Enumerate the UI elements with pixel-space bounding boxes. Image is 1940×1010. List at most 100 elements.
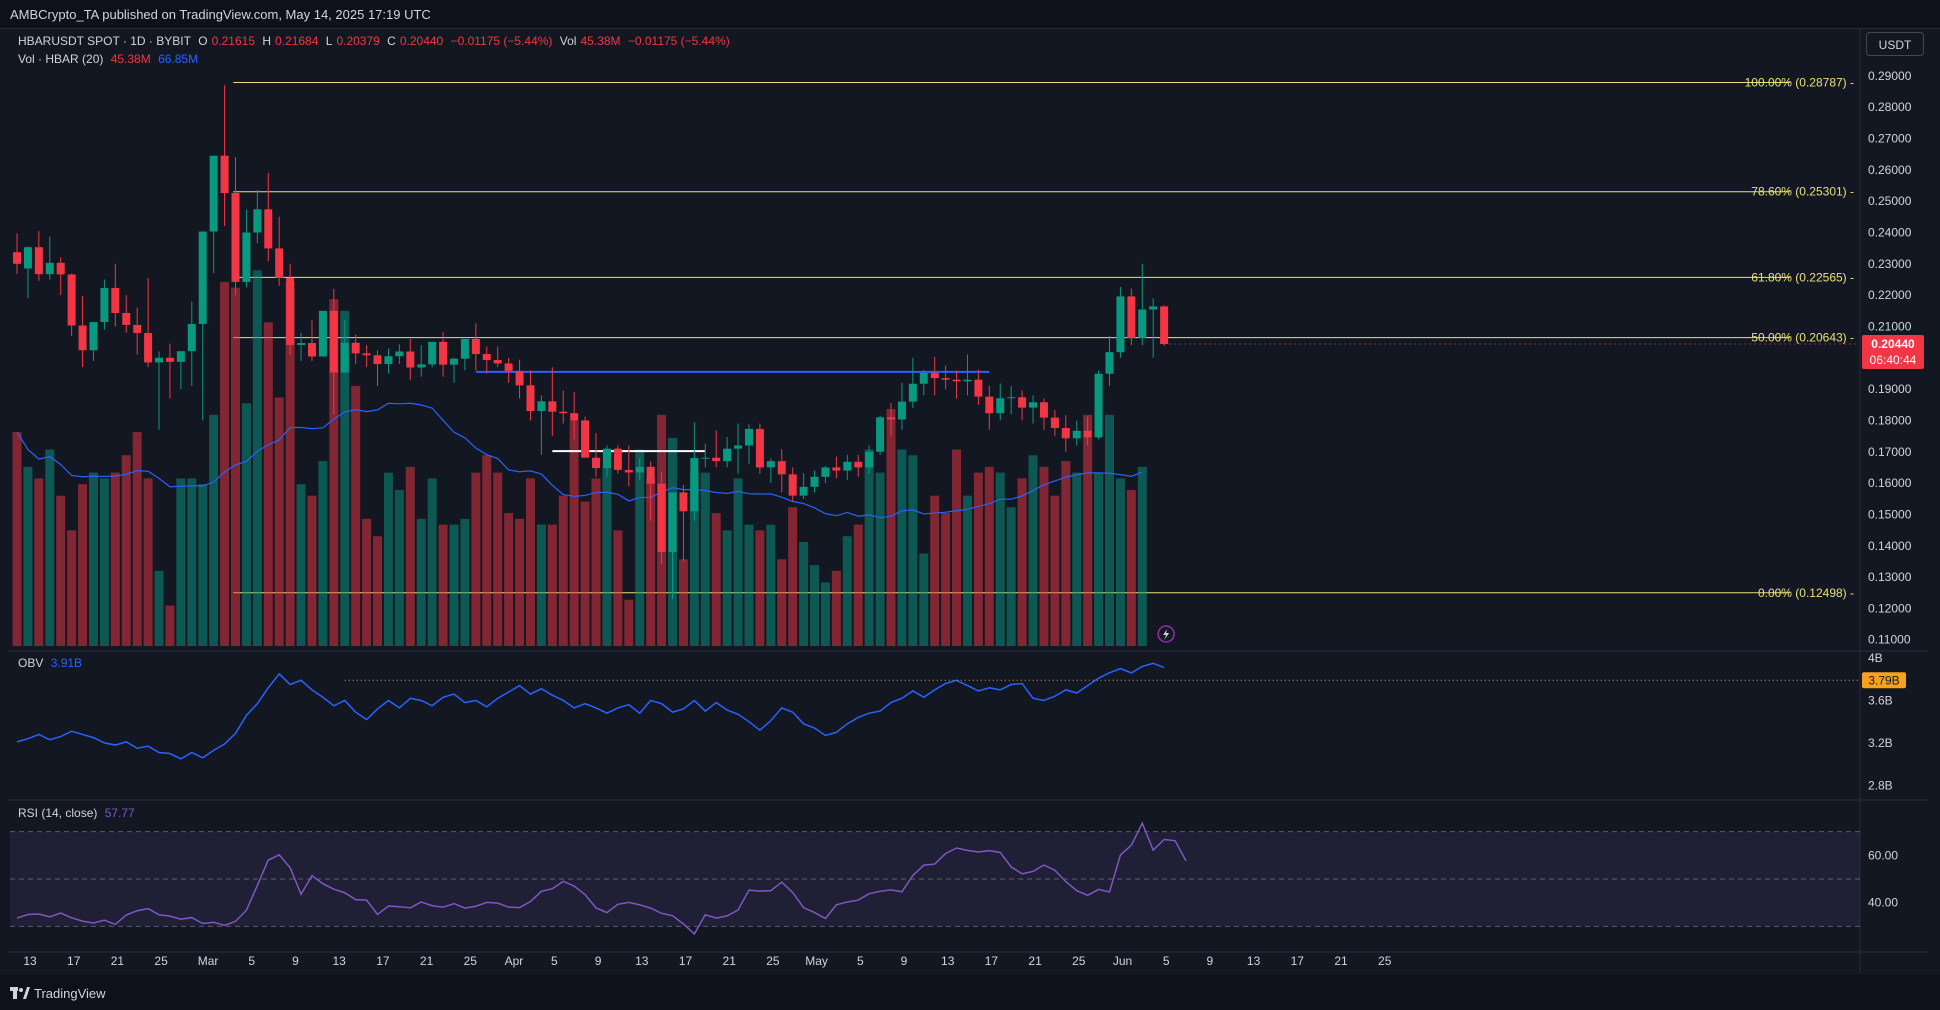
volume-bar [252,270,262,646]
price-tick-label: 0.14000 [1868,539,1912,553]
candle-body [712,457,721,462]
time-tick-label: 13 [941,954,955,968]
candle [1018,390,1027,421]
candle-body [34,247,43,275]
candle [373,350,382,386]
candle-body [297,343,306,345]
candle-body [701,457,710,459]
volume-bar [1072,472,1082,646]
volume-bar [1137,466,1147,646]
candle [854,454,863,477]
candle-body [351,342,360,354]
candle-body [602,448,611,469]
time-tick-label: 25 [464,954,478,968]
legend-l-label: L [325,34,333,48]
candle [941,365,950,390]
candle-body [165,357,174,362]
candle-body [384,356,393,365]
candle [919,369,928,396]
volume-bar [274,397,284,646]
candle-body [744,428,753,446]
time-tick-label: 21 [723,954,737,968]
volume-bar [23,466,33,646]
candle-body [570,413,579,421]
price-tick-label: 0.18000 [1868,413,1912,427]
fib-level-label: 50.00% (0.20643) - [1751,331,1854,345]
volume-legend: Vol · HBAR (20) 45.38M 66.85M [18,52,202,66]
volume-bar [952,449,962,646]
candle-body [854,461,863,468]
volume-bar [351,385,361,646]
volume-bar [416,518,426,646]
candle [755,423,764,474]
candle-body [133,324,142,334]
time-tick-label: Apr [505,954,524,968]
candle-body [1018,397,1027,408]
candle [384,348,393,374]
candle-body [865,451,874,468]
candle [133,307,142,355]
volume-bar [930,495,940,646]
volume-bar [132,432,142,646]
candle-body [307,343,316,357]
volume-bar [34,478,44,646]
volume-bar [1017,478,1027,646]
candle [723,437,732,468]
candle-body [56,262,65,275]
volume-bar [580,501,590,646]
volume-bar [678,559,688,646]
rsi-axis: 60.00 40.00 [1868,848,1898,909]
candle-body [1061,427,1070,439]
volume-bar [1039,466,1049,646]
volume-bar [394,489,404,646]
legend-c-label: C [387,34,396,48]
candle [220,85,229,227]
legend-obv-label: OBV [18,656,44,670]
candle-body [876,417,885,452]
symbol-legend: HBARUSDT SPOT · 1D · BYBIT O 0.21615 H 0.2… [18,34,734,48]
volume-ma-line [16,402,1143,519]
volume-bar [56,495,66,646]
currency-button[interactable]: USDT [1866,32,1924,56]
time-axis: 13 17 21 25 Mar 5 9 13 17 21 25 Apr 5 9 13 17 21 25 May 5 9 1… [23,954,1391,968]
candle-body [581,420,590,458]
volume-bar [722,530,732,646]
volume-bar [799,541,809,646]
candle [1138,263,1147,346]
volume-bar [67,530,77,646]
volume-bar [908,455,918,646]
candle [930,356,939,396]
rsi-tick-label: 60.00 [1868,848,1898,862]
candle-body [941,378,950,380]
candle [908,357,917,408]
candle [89,322,98,361]
volume-bar [143,478,153,646]
volume-bar [78,484,88,646]
time-tick-label: Mar [198,954,219,968]
volume-bar [504,513,514,646]
volume-bar [329,299,339,646]
price-tick-label: 0.21000 [1868,319,1912,333]
volume-bar [285,281,295,646]
volume-bar [1094,472,1104,646]
candle [450,357,458,383]
volume-bar [263,322,273,646]
candle [690,422,699,521]
tradingview-logo[interactable]: TradingView [10,986,106,1001]
candle [198,231,207,421]
candle-body [548,401,557,412]
legend-vol-ind-v2: 66.85M [158,52,199,66]
candle-body [734,445,743,449]
candle-body [668,492,677,553]
volume-bar [689,472,699,646]
volume-bar [919,553,929,646]
candle-body [1072,430,1081,439]
time-tick-label: 17 [679,954,693,968]
volume-bar [165,605,175,646]
candle [351,334,360,365]
time-tick-label: 17 [985,954,999,968]
candle-body [286,277,295,345]
candle-body [1116,296,1125,353]
